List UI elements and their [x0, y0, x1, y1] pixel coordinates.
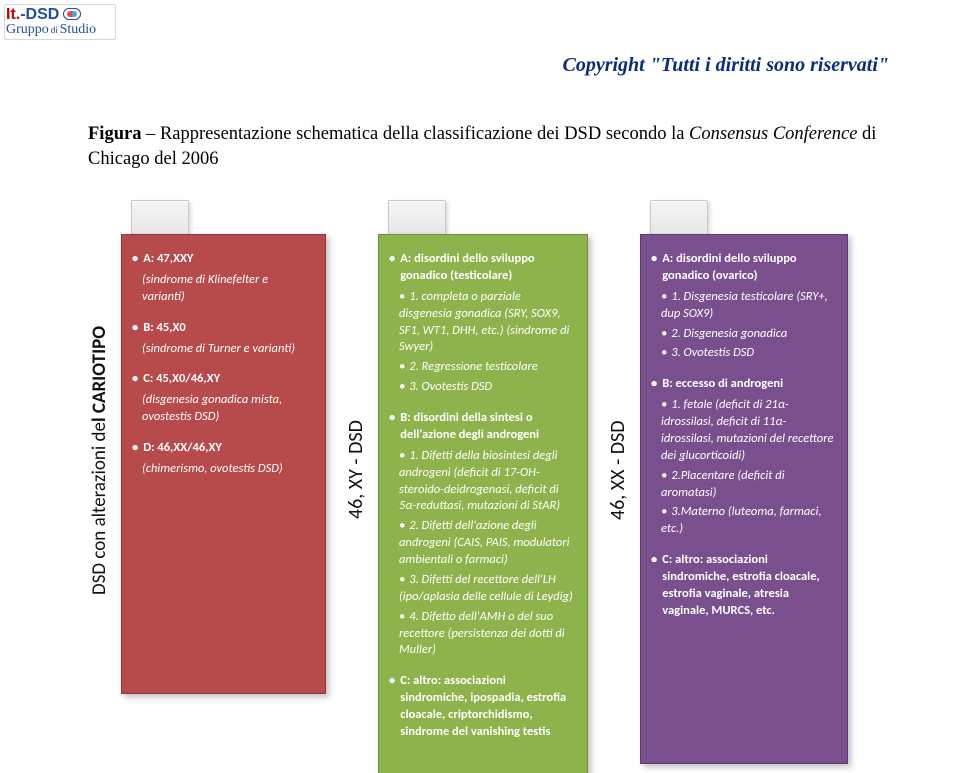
section-sub: (chimerismo, ovotestis DSD) — [142, 461, 313, 478]
section-heading: •B: eccesso di androgeni — [651, 376, 835, 393]
logo-dsd: -DSD — [20, 6, 59, 23]
section-item: •3. Ovotestis DSD — [661, 345, 835, 362]
copyright-text: Copyright "Tutti i diritti sono riservat… — [562, 54, 889, 77]
section-heading: •B: 45,X0 — [132, 320, 313, 337]
figure: DSD con alterazioni del CARIOTIPO •A: 47,… — [88, 200, 888, 760]
page: { "logo": { "it": "It.", "dsd": "-DSD", … — [0, 0, 959, 773]
panel-section: •C: altro: associazioni sindromiche, est… — [651, 552, 835, 620]
panel-section: •C: 45,X0/46,XY (disgenesia gonadica mist… — [132, 371, 313, 426]
section-item: •1. Disgenesia testicolare (SRY+, dup SO… — [661, 289, 835, 323]
column-vertical-label: DSD con alterazioni del CARIOTIPO — [88, 200, 111, 720]
panel-section: •B: 45,X0 (sindrome di Turner e varianti) — [132, 320, 313, 358]
classification-panel: •A: disordini dello sviluppo gonadico (t… — [378, 234, 588, 773]
classification-panel: •A: disordini dello sviluppo gonadico (o… — [640, 234, 848, 764]
panel-tab — [650, 200, 708, 234]
section-heading: •B: disordini della sintesi o dell'azion… — [389, 410, 575, 444]
panel-section: •D: 46,XX/46,XY (chimerismo, ovotestis DS… — [132, 440, 313, 478]
logo-gruppo: Gruppo — [6, 22, 49, 37]
section-item: •1. Difetti della biosintesi degli andro… — [399, 448, 575, 516]
section-item: •3. Difetti del recettore dell'LH (ipo/a… — [399, 572, 575, 606]
caption-body: – Rappresentazione schematica della clas… — [141, 124, 689, 144]
caption-italic: Consensus Conference — [689, 124, 857, 144]
logo-studio: Studio — [60, 22, 97, 37]
section-sub: (sindrome di Klinefelter e varianti) — [142, 272, 313, 306]
pill-icon — [63, 8, 81, 20]
panel-section: •C: altro: associazioni sindromiche, ipo… — [389, 673, 575, 741]
section-heading: •A: disordini dello sviluppo gonadico (t… — [389, 251, 575, 285]
column: •A: disordini dello sviluppo gonadico (o… — [640, 200, 848, 764]
panel-section: •A: disordini dello sviluppo gonadico (o… — [651, 251, 835, 362]
section-heading: •C: 45,X0/46,XY — [132, 371, 313, 388]
section-item: •2. Difetti dell'azione degli androgeni … — [399, 518, 575, 569]
panel-section: •A: 47,XXY (sindrome di Klinefelter e var… — [132, 251, 313, 306]
section-item: •3. Ovotestis DSD — [399, 379, 575, 396]
section-item: •1. completa o parziale disgenesia gonad… — [399, 289, 575, 357]
section-item: •4. Difetto dell'AMH o del suo recettore… — [399, 609, 575, 660]
panel-section: •A: disordini dello sviluppo gonadico (t… — [389, 251, 575, 396]
section-item: •2. Disgenesia gonadica — [661, 326, 835, 343]
section-item: •1. fetale (deficit di 21α-idrossilasi, … — [661, 397, 835, 465]
column-vertical-label: 46, XY - DSD — [344, 200, 368, 740]
section-heading: •C: altro: associazioni sindromiche, ipo… — [389, 673, 575, 741]
panel-tab — [131, 200, 189, 234]
section-heading: •A: disordini dello sviluppo gonadico (o… — [651, 251, 835, 285]
section-sub: (sindrome di Turner e varianti) — [142, 341, 313, 358]
caption-figura: Figura — [88, 124, 141, 144]
section-heading: •D: 46,XX/46,XY — [132, 440, 313, 457]
section-item: •2. Regressione testicolare — [399, 359, 575, 376]
panel-section: •B: eccesso di androgeni •1. fetale (defi… — [651, 376, 835, 538]
section-item: •2.Placentare (deficit di aromatasi) — [661, 468, 835, 502]
column: •A: disordini dello sviluppo gonadico (t… — [378, 200, 588, 773]
logo-di: di — [51, 25, 58, 36]
section-heading: •A: 47,XXY — [132, 251, 313, 268]
panel-section: •B: disordini della sintesi o dell'azion… — [389, 410, 575, 659]
panel-tab — [388, 200, 446, 234]
column: •A: 47,XXY (sindrome di Klinefelter e var… — [121, 200, 326, 694]
classification-panel: •A: 47,XXY (sindrome di Klinefelter e var… — [121, 234, 326, 694]
section-heading: •C: altro: associazioni sindromiche, est… — [651, 552, 835, 620]
section-sub: (disgenesia gonadica mista, ovostestis D… — [142, 392, 313, 426]
column-vertical-label: 46, XX - DSD — [606, 200, 630, 740]
figure-caption: Figura – Rappresentazione schematica del… — [88, 122, 888, 172]
logo: It.-DSD GruppodiStudio — [6, 6, 116, 38]
logo-it: It. — [6, 6, 20, 23]
section-item: •3.Materno (luteoma, farmaci, etc.) — [661, 504, 835, 538]
